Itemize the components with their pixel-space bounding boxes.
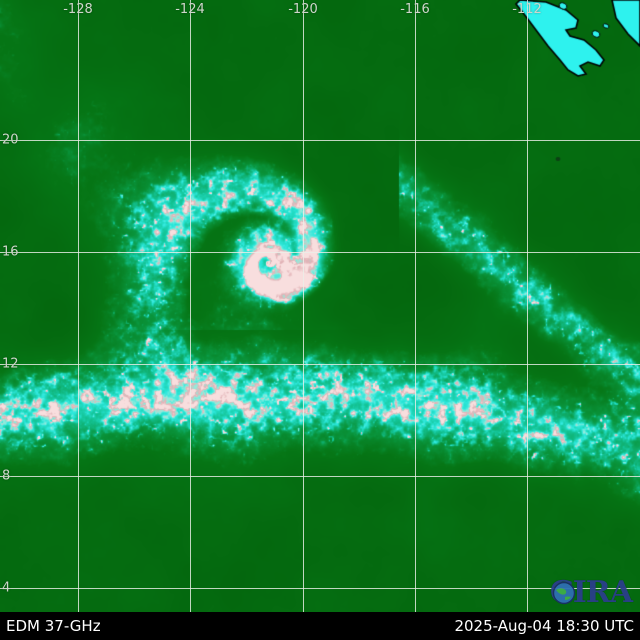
footer-bar: EDM 37-GHz 2025-Aug-04 18:30 UTC xyxy=(0,612,640,640)
sensor-label: EDM 37-GHz xyxy=(6,616,101,635)
globe-icon xyxy=(552,581,576,605)
microwave-imagery-canvas[interactable] xyxy=(0,0,640,612)
satellite-image-panel[interactable]: -128 -124 -120 -116 -112 20 16 12 8 4 CI… xyxy=(0,0,640,612)
timestamp-label: 2025-Aug-04 18:30 UTC xyxy=(454,616,634,635)
cira-watermark: CIRA xyxy=(550,578,633,608)
